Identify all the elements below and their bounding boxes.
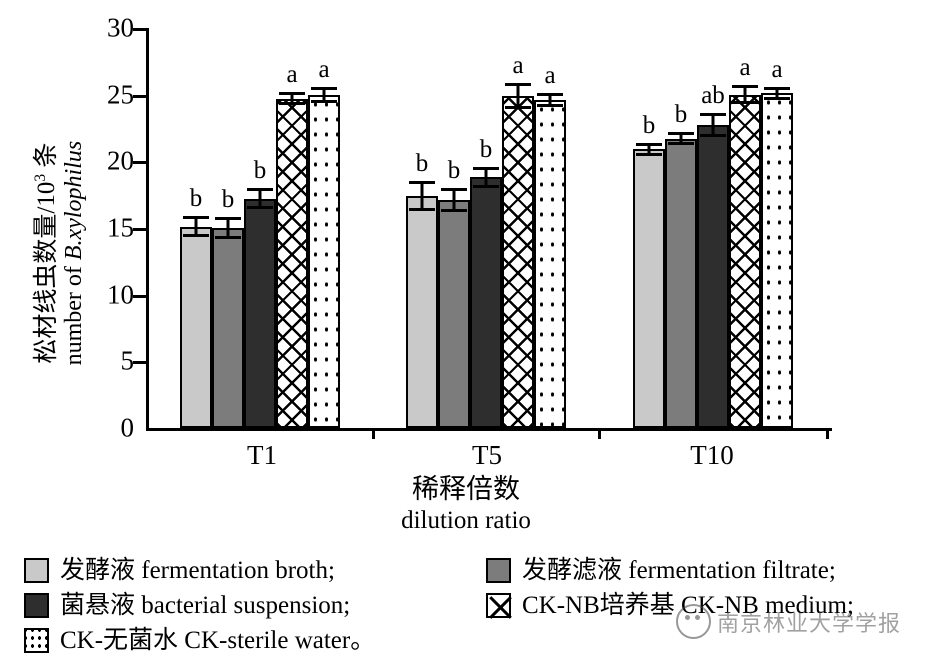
significance-label: b [221,186,235,214]
x-tick-label-t1: T1 [247,440,277,470]
species-name: B.xylophilus [61,140,88,261]
legend-item-filtrate: 发酵滤液 fermentation filtrate; [486,553,836,588]
y-tick-label: 30 [107,12,134,43]
y-axis-tick [133,28,146,31]
significance-label: b [642,111,656,139]
y-axis-title-line2: number of B.xylophilus [61,140,88,366]
bar-ck_water-t10 [761,93,793,428]
bar-ck_nb-t10 [729,94,761,428]
bar-filtrate-t1 [212,228,244,428]
x-axis-title-line2: dilution ratio [401,506,531,534]
x-axis-tick [372,428,375,439]
legend-row: 菌悬液 bacterial suspension; CK-NB培养基 CK-NB… [24,588,924,623]
legend-swatch-solid-dark-gray-icon [24,593,49,618]
bar-broth-t10 [633,149,665,428]
legend-swatch-solid-medium-gray-icon [486,558,511,583]
plot-area: 松材线虫数量/103 条 number of B.xylophilus 30 2… [0,0,932,545]
bar-suspension-t5 [470,177,502,428]
significance-label: b [674,101,688,128]
significance-label: a [739,54,751,82]
legend-label: CK-NB培养基 CK-NB medium; [522,592,854,619]
significance-label: b [415,150,429,178]
legend-item-ck-nb: CK-NB培养基 CK-NB medium; [486,588,854,623]
y-tick-label: 5 [120,345,135,376]
legend-swatch-crosshatch-icon [486,593,511,618]
bar-broth-t1 [180,226,212,428]
legend-row: 发酵液 fermentation broth; 发酵滤液 fermentatio… [24,553,924,588]
y-tick-label: 20 [107,145,134,176]
bar-ck_nb-t1 [276,98,308,428]
significance-label: b [189,185,203,212]
significance-label: a [318,55,330,83]
x-tick-label-t10: T10 [690,440,734,470]
bar-ck_water-t1 [308,94,340,428]
legend-item-ck-water: CK-无菌水 CK-sterile water。 [24,623,375,658]
significance-label: a [286,61,298,88]
y-axis-title-line1: 松材线虫数量/103 条 [31,142,61,364]
legend-swatch-solid-light-gray-icon [24,558,49,583]
y-axis-spine [133,28,149,430]
y-tick-labels: 30 25 20 15 10 5 0 [88,0,134,545]
legend-swatch-dotted-icon [24,628,49,653]
bar-filtrate-t10 [665,138,697,428]
legend-row: CK-无菌水 CK-sterile water。 [24,623,924,658]
y-axis-exponent: 3 [31,173,49,182]
significance-label: a [544,62,556,90]
bar-suspension-t10 [697,125,729,428]
x-axis-spine [146,428,832,439]
legend-label: CK-无菌水 CK-sterile water。 [60,627,376,654]
significance-label: b [479,135,493,163]
bars-area: b b b a a b b b a a b b ab a a [149,28,832,428]
significance-label: b [447,157,461,184]
bar-filtrate-t5 [438,200,470,428]
bar-group-t10: b b ab a a [633,28,793,428]
y-axis-title: 松材线虫数量/103 条 number of B.xylophilus [32,43,88,463]
y-axis-tick [133,228,146,231]
y-axis-tick [133,295,146,298]
bar-broth-t5 [406,196,438,428]
y-tick-label: 25 [107,79,134,110]
y-tick-label: 0 [120,412,135,443]
y-axis-tick [133,361,146,364]
y-axis-tick [133,95,146,98]
legend-label: 菌悬液 bacterial suspension; [60,592,351,619]
x-axis-title: 稀释倍数 dilution ratio [0,473,932,536]
bar-ck_nb-t5 [502,96,534,428]
significance-label: ab [701,82,725,110]
legend-item-broth: 发酵液 fermentation broth; [24,553,335,588]
legend-label: 发酵液 fermentation broth; [60,557,335,584]
legend-label: 发酵滤液 fermentation filtrate; [522,557,836,584]
x-tick-label-t5: T5 [472,440,502,470]
bar-suspension-t1 [244,198,276,428]
x-axis-tick [826,428,829,439]
x-axis-tick [598,428,601,439]
legend-item-suspension: 菌悬液 bacterial suspension; [24,588,350,623]
significance-label: a [771,55,783,83]
y-tick-label: 10 [107,279,134,310]
bar-ck_water-t5 [534,100,566,428]
significance-label: a [512,51,524,79]
significance-label: b [253,157,267,184]
y-axis-tick [133,161,146,164]
legend: 发酵液 fermentation broth; 发酵滤液 fermentatio… [24,553,924,658]
y-tick-label: 15 [107,212,134,243]
x-axis-title-line1: 稀释倍数 [412,474,520,504]
